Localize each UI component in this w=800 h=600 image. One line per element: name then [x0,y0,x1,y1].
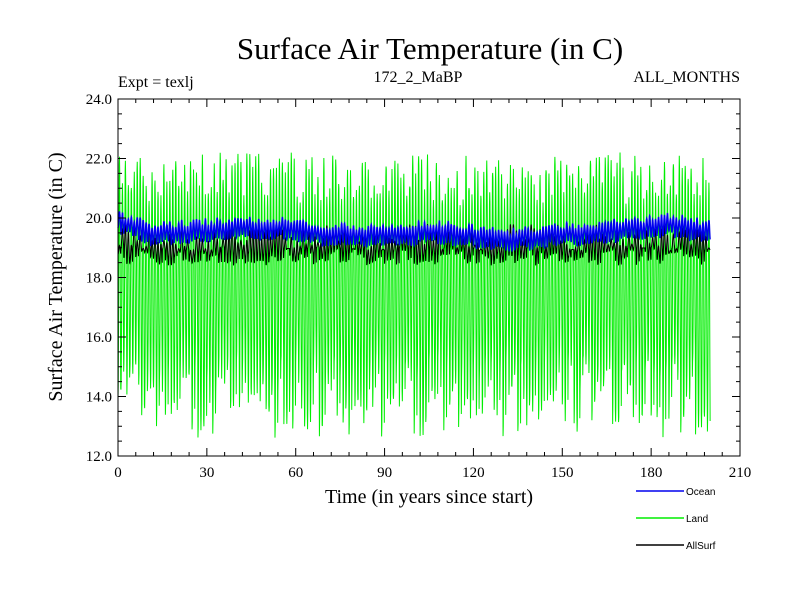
legend-label-allsurf: AllSurf [686,541,716,552]
x-tick-label: 0 [114,465,122,481]
legend-label-land: Land [686,514,708,525]
y-tick-label: 18.0 [86,271,112,287]
experiment-label: Expt = texlj [118,74,194,91]
x-axis-label: Time (in years since start) [325,486,533,508]
legend: Ocean Land AllSurf [636,487,716,552]
y-axis-label: Surface Air Temperature (in C) [45,152,67,401]
y-tick-label: 14.0 [86,390,112,406]
chart-title: Surface Air Temperature (in C) [237,31,623,66]
x-tick-label: 90 [377,465,392,481]
y-tick-label: 20.0 [86,211,112,227]
y-tick-label: 22.0 [86,152,112,168]
x-tick-label: 120 [462,465,485,481]
y-tick-label: 12.0 [86,449,112,465]
x-tick-label: 30 [199,465,214,481]
series-layer [117,152,711,438]
legend-label-ocean: Ocean [686,487,715,498]
y-tick-label: 24.0 [86,92,112,108]
series-line-allsurf [117,223,711,266]
x-tick-label: 60 [288,465,303,481]
series-line-land [117,152,711,438]
x-tick-label: 150 [551,465,574,481]
chart-subtitle: 172_2_MaBP [374,69,463,86]
x-tick-label: 210 [729,465,752,481]
axes-layer: 0 30 60 90 120 150 180 210 12.0 14.0 16.0 18.0 20.0 2… [86,92,752,481]
series-line-ocean [117,211,711,253]
plot-frame [117,98,741,457]
y-tick-label: 16.0 [86,330,112,346]
period-label: ALL_MONTHS [633,69,740,86]
x-tick-label: 180 [640,465,663,481]
